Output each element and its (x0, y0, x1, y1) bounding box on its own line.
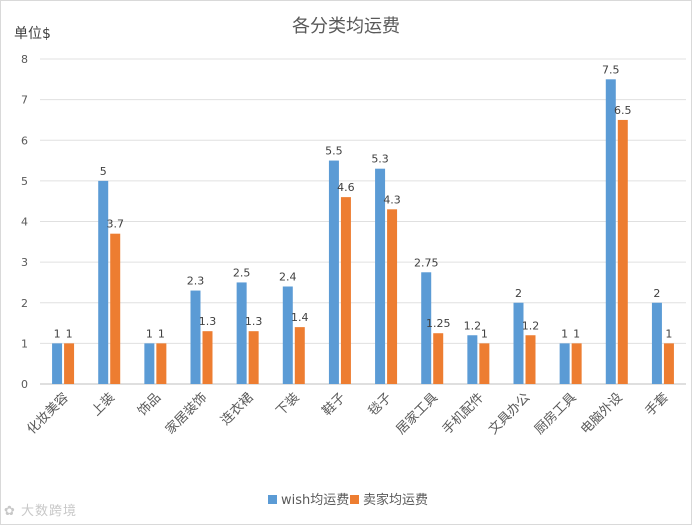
x-tick-label: 文具办公 (486, 390, 533, 437)
data-label: 4.3 (383, 193, 401, 206)
y-tick-label: 8 (21, 53, 28, 66)
y-tick-label: 3 (21, 256, 28, 269)
chart-title: 各分类均运费 (292, 16, 400, 37)
y-tick-label: 0 (21, 378, 28, 391)
data-label: 1 (66, 327, 73, 340)
data-label: 1 (665, 327, 672, 340)
bar-wish (375, 168, 386, 384)
gridlines (40, 58, 686, 385)
bar-seller (64, 343, 75, 384)
data-label: 1 (573, 327, 580, 340)
data-label: 2.5 (233, 266, 251, 279)
data-label: 1 (146, 327, 153, 340)
bar-seller (110, 233, 121, 384)
data-label: 3.7 (106, 218, 124, 231)
y-tick-label: 7 (21, 94, 28, 107)
x-tick-label: 上装 (89, 390, 118, 419)
data-label: 4.6 (337, 181, 355, 194)
data-label: 7.5 (602, 63, 620, 76)
x-tick-label: 饰品 (135, 390, 164, 419)
data-label: 6.5 (614, 104, 632, 117)
x-tick-label: 居家工具 (393, 390, 441, 438)
x-tick-label: 手机配件 (440, 390, 487, 437)
bar-wish (52, 343, 63, 384)
bar-wish (605, 79, 616, 384)
data-label: 5 (100, 165, 107, 178)
data-label: 1 (54, 327, 61, 340)
watermark-logo: ✿ 大数跨境 (4, 504, 78, 519)
legend-swatch-wish (268, 495, 277, 504)
bar-wish (421, 272, 432, 384)
data-label: 1 (561, 327, 568, 340)
bar-wish (467, 335, 478, 384)
data-label: 2 (653, 287, 660, 300)
bar-seller (340, 197, 351, 384)
x-tick-label: 连衣裙 (218, 390, 257, 429)
bar-series (52, 79, 674, 384)
x-tick-label: 毯子 (366, 390, 395, 419)
bar-wish (282, 286, 293, 384)
data-labels: 1 153.71 12.31.32.51.32.41.45.54.65.34.32.… (54, 63, 673, 340)
bar-wish (651, 302, 662, 384)
legend-label-wish: wish均运费 (281, 493, 349, 508)
y-axis-unit-label: 单位$ (14, 26, 51, 42)
data-label: 1.2 (464, 319, 482, 332)
x-tick-label: 家居装饰 (162, 390, 210, 438)
x-tick-label: 化妆美容 (24, 390, 72, 438)
bar-wish (144, 343, 155, 384)
y-tick-label: 6 (21, 134, 28, 147)
bar-wish (559, 343, 570, 384)
data-label: 2.75 (414, 256, 439, 269)
data-label: 2.3 (187, 275, 205, 288)
data-label: 1.2 (522, 319, 540, 332)
bar-seller (387, 209, 398, 384)
bar-wish (236, 282, 247, 384)
data-label: 1.4 (291, 311, 309, 324)
x-tick-label: 手套 (642, 390, 672, 420)
bar-seller (433, 333, 444, 384)
bar-seller (617, 119, 628, 384)
bar-seller (156, 343, 167, 384)
data-label: 1.3 (199, 315, 217, 328)
y-tick-label: 1 (21, 337, 28, 350)
legend-label-seller: 卖家均运费 (363, 492, 428, 508)
bar-seller (248, 331, 259, 384)
y-tick-label: 2 (21, 297, 28, 310)
x-tick-label: 厨房工具 (531, 390, 579, 438)
x-tick-label: 鞋子 (319, 390, 349, 420)
y-tick-label: 5 (21, 175, 28, 188)
bar-seller (202, 331, 213, 384)
x-tick-label: 电脑外设 (578, 390, 625, 437)
data-label: 1.25 (426, 317, 451, 330)
bar-wish (190, 290, 201, 384)
legend-swatch-seller (350, 495, 359, 504)
data-label: 5.5 (325, 145, 343, 158)
x-tick-label: 下装 (274, 390, 303, 419)
data-label: 1 (158, 327, 165, 340)
bar-wish (513, 302, 524, 384)
data-label: 1 (481, 327, 488, 340)
bar-wish (98, 180, 109, 384)
legend: wish均运费 卖家均运费 (268, 492, 428, 508)
data-label: 1.3 (245, 315, 263, 328)
data-label: 2.4 (279, 271, 297, 284)
bar-seller (479, 343, 490, 384)
y-axis-ticks: 0 1 2 3 4 5 6 7 8 (21, 53, 28, 391)
bar-seller (571, 343, 582, 384)
bar-seller (294, 327, 305, 384)
data-label: 2 (515, 287, 522, 300)
bar-seller (663, 343, 674, 384)
bar-seller (525, 335, 536, 384)
bar-wish (328, 160, 339, 384)
data-label: 5.3 (371, 153, 389, 166)
y-tick-label: 4 (21, 216, 28, 229)
